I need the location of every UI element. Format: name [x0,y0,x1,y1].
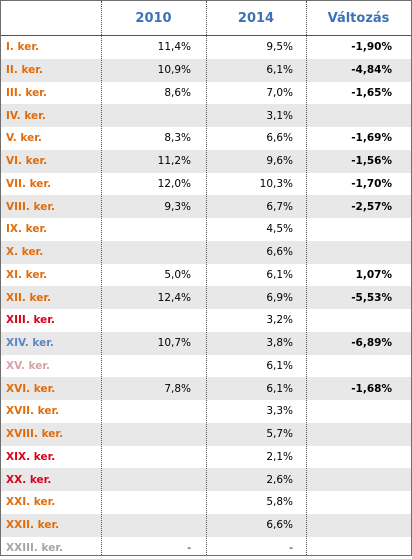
value-2014: 2,1% [206,446,293,469]
value-2010 [101,309,191,332]
value-2014: 3,3% [206,400,293,423]
value-2014: 9,5% [206,36,293,59]
value-change: -4,84% [306,59,392,82]
district-label: XXI. ker. [6,491,101,514]
value-2010 [101,446,191,469]
value-change [306,514,392,537]
value-2014: 5,7% [206,423,293,446]
value-change: -1,68% [306,377,392,400]
district-label: IX. ker. [6,218,101,241]
value-2014: 3,8% [206,332,293,355]
value-2014: 6,1% [206,355,293,378]
value-change [306,104,392,127]
header-2014: 2014 [206,1,306,35]
value-2010 [101,241,191,264]
district-label: XI. ker. [6,264,101,287]
value-change [306,355,392,378]
value-2010: 11,4% [101,36,191,59]
district-label: VI. ker. [6,150,101,173]
header-change: Változás [306,1,411,35]
value-2014: 6,1% [206,59,293,82]
value-change: -1,69% [306,127,392,150]
value-2010 [101,514,191,537]
value-2010 [101,355,191,378]
header-2010: 2010 [101,1,206,35]
value-change [306,423,392,446]
district-label: XXII. ker. [6,514,101,537]
value-2014: 4,5% [206,218,293,241]
value-2010: 12,0% [101,173,191,196]
value-2010: 7,8% [101,377,191,400]
value-2014: 6,6% [206,127,293,150]
district-label: XIX. ker. [6,446,101,469]
value-2010: 8,6% [101,82,191,105]
district-label: XVIII. ker. [6,423,101,446]
value-2014: 9,6% [206,150,293,173]
value-change [306,309,392,332]
value-2014: 2,6% [206,468,293,491]
value-change: -2,57% [306,195,392,218]
value-change [306,218,392,241]
value-2010: 11,2% [101,150,191,173]
district-label: II. ker. [6,59,101,82]
district-label: III. ker. [6,82,101,105]
value-2010: 10,9% [101,59,191,82]
value-change [306,446,392,469]
value-2010 [101,104,191,127]
district-label: XV. ker. [6,355,101,378]
column-divider-1 [101,1,102,555]
value-change [306,468,392,491]
value-2010: 12,4% [101,286,191,309]
value-change: -1,90% [306,36,392,59]
value-2014: 6,7% [206,195,293,218]
district-label: XIII. ker. [6,309,101,332]
value-2014: 6,9% [206,286,293,309]
district-label: VIII. ker. [6,195,101,218]
district-label: I. ker. [6,36,101,59]
value-2014: 7,0% [206,82,293,105]
district-label: XVI. ker. [6,377,101,400]
district-label: XII. ker. [6,286,101,309]
value-2010: 9,3% [101,195,191,218]
value-2010 [101,468,191,491]
value-2010 [101,218,191,241]
value-change: 1,07% [306,264,392,287]
header-label-cell [6,1,101,35]
value-2010: 8,3% [101,127,191,150]
value-change [306,491,392,514]
value-2014: 3,1% [206,104,293,127]
value-change [306,241,392,264]
value-2014: 6,1% [206,377,293,400]
district-label: V. ker. [6,127,101,150]
value-change: -1,56% [306,150,392,173]
value-2010 [101,423,191,446]
value-change [306,400,392,423]
value-2014: 10,3% [206,173,293,196]
district-label: XX. ker. [6,468,101,491]
column-divider-3 [306,1,307,555]
value-change: -1,65% [306,82,392,105]
value-2014: 3,2% [206,309,293,332]
value-2014: 5,8% [206,491,293,514]
value-2014: 6,6% [206,241,293,264]
value-change: -1,70% [306,173,392,196]
value-2010 [101,400,191,423]
column-divider-2 [206,1,207,555]
district-label: XIV. ker. [6,332,101,355]
district-label: X. ker. [6,241,101,264]
value-2010: 5,0% [101,264,191,287]
value-2010: 10,7% [101,332,191,355]
district-label: VII. ker. [6,173,101,196]
value-2010 [101,491,191,514]
value-change: -5,53% [306,286,392,309]
district-label: XVII. ker. [6,400,101,423]
value-2014: 6,6% [206,514,293,537]
value-2014: 6,1% [206,264,293,287]
value-change: -6,89% [306,332,392,355]
district-label: IV. ker. [6,104,101,127]
